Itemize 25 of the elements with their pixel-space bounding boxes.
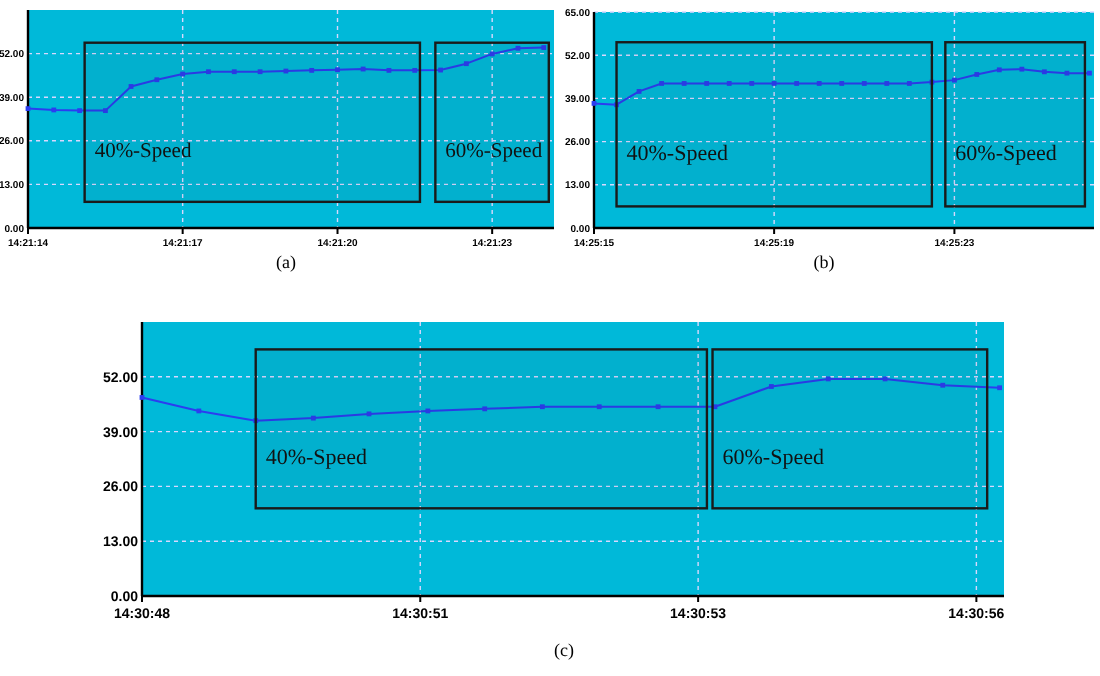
point [996,67,1002,73]
point [412,67,418,73]
point [596,404,602,410]
line-series [139,376,1002,424]
line-series [591,66,1092,108]
point [309,67,315,73]
band-label: 40%-Speed [265,445,369,470]
point [1041,69,1047,75]
point [482,406,488,412]
point [154,77,160,83]
line-series [25,45,547,114]
point [231,69,237,75]
band-label: 60%-Speed [445,141,544,164]
band-label: 60%-Speed [955,142,1058,167]
band-label: 40%-Speed [626,142,729,167]
point [310,415,316,421]
text: (c) [554,640,574,660]
point [940,382,946,388]
point [1019,66,1025,72]
point [539,404,545,410]
band-label: 60%-Speed [722,445,825,470]
text: (a) [276,252,296,272]
band-label: 40%-Speed [94,141,193,164]
point [463,61,469,67]
text: (b) [813,252,835,272]
